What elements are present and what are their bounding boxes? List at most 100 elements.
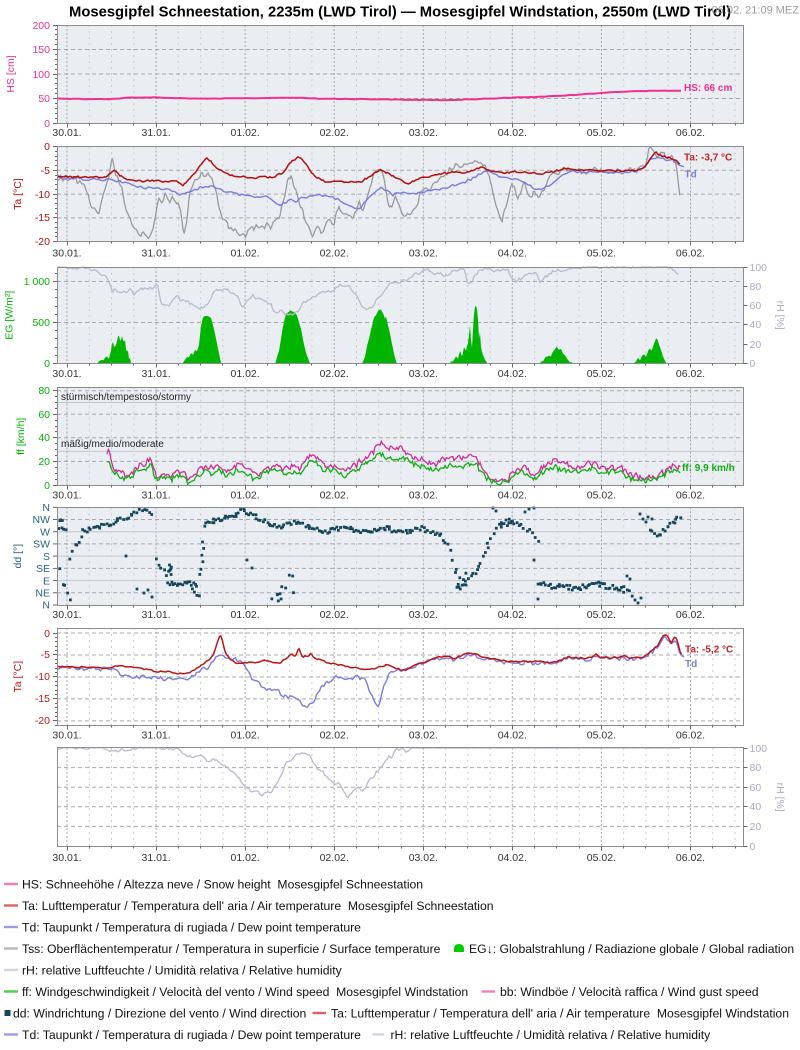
svg-text:31.01.: 31.01. <box>141 852 170 864</box>
svg-text:06.02.: 06.02. <box>676 248 705 260</box>
svg-text:0: 0 <box>44 628 50 640</box>
svg-text:Td: Taupunkt / Temperatura di: Td: Taupunkt / Temperatura di rugiada / … <box>22 920 361 934</box>
svg-text:05.02.: 05.02. <box>587 490 616 502</box>
svg-text:03.02.: 03.02. <box>409 490 438 502</box>
svg-text:-10: -10 <box>35 189 50 201</box>
svg-text:Ta: Lufttemperatur / Temperatu: Ta: Lufttemperatur / Temperatura dell' a… <box>22 899 494 913</box>
svg-text:30.01.: 30.01. <box>52 852 81 864</box>
svg-text:Ta: -3,7 °C: Ta: -3,7 °C <box>684 153 732 164</box>
svg-text:rH [%]: rH [%] <box>774 301 786 330</box>
svg-text:31.01.: 31.01. <box>141 127 170 139</box>
svg-text:rH: relative Luftfeuchte / Umi: rH: relative Luftfeuchte / Umidità relat… <box>391 1028 712 1042</box>
svg-text:0: 0 <box>44 141 50 153</box>
svg-text:200: 200 <box>32 20 50 32</box>
svg-text:rH [%]: rH [%] <box>774 783 786 812</box>
svg-text:W: W <box>40 526 50 538</box>
svg-text:HS: Schneehöhe / Altezza neve: HS: Schneehöhe / Altezza neve / Snow hei… <box>22 877 423 891</box>
svg-text:Td: Taupunkt / Temperatura di: Td: Taupunkt / Temperatura di rugiada / … <box>22 1028 361 1042</box>
svg-text:60: 60 <box>38 409 50 421</box>
svg-text:dd: Windrichtung / Direzione d: dd: Windrichtung / Direzione del vento /… <box>13 1006 306 1020</box>
svg-text:01.02.: 01.02. <box>230 852 259 864</box>
svg-text:05.02.: 05.02. <box>587 368 616 380</box>
svg-text:1 000: 1 000 <box>24 276 50 288</box>
svg-text:06.02.: 06.02. <box>676 852 705 864</box>
svg-text:01.02.: 01.02. <box>230 609 259 621</box>
svg-text:30.01.: 30.01. <box>52 490 81 502</box>
svg-text:06.02.: 06.02. <box>676 368 705 380</box>
svg-text:ff: 9,9 km/h: ff: 9,9 km/h <box>682 463 735 474</box>
svg-text:-20: -20 <box>35 236 50 248</box>
svg-text:04.02.: 04.02. <box>498 852 527 864</box>
svg-text:SE: SE <box>36 563 50 575</box>
svg-text:30.01.: 30.01. <box>52 609 81 621</box>
svg-text:40: 40 <box>750 319 762 331</box>
svg-text:01.02.: 01.02. <box>230 490 259 502</box>
svg-text:30.01.: 30.01. <box>52 368 81 380</box>
svg-text:EG [W/m²]: EG [W/m²] <box>4 291 16 340</box>
svg-text:20: 20 <box>38 456 50 468</box>
svg-text:E: E <box>43 575 50 587</box>
svg-text:02.02.: 02.02. <box>320 609 349 621</box>
svg-text:-5: -5 <box>41 165 50 177</box>
svg-text:50: 50 <box>38 93 50 105</box>
svg-text:01.02.: 01.02. <box>230 368 259 380</box>
svg-text:05.02.: 05.02. <box>587 609 616 621</box>
svg-text:03.02.: 03.02. <box>409 248 438 260</box>
svg-text:100: 100 <box>750 743 768 755</box>
svg-text:03.02.: 03.02. <box>409 609 438 621</box>
svg-text:Ta: -5,2 °C: Ta: -5,2 °C <box>685 645 733 656</box>
svg-text:bb: Windböe / Velocità raffica: bb: Windböe / Velocità raffica / Wind gu… <box>500 985 759 999</box>
svg-text:N: N <box>42 600 50 612</box>
svg-text:ff [km/h]: ff [km/h] <box>15 418 27 455</box>
svg-text:30.01.: 30.01. <box>52 730 81 742</box>
svg-text:Ta [°C]: Ta [°C] <box>12 661 24 693</box>
svg-text:02.02.: 02.02. <box>320 127 349 139</box>
svg-text:NW: NW <box>33 514 51 526</box>
svg-text:04.02.: 04.02. <box>498 127 527 139</box>
svg-text:02.02.: 02.02. <box>320 852 349 864</box>
svg-text:80: 80 <box>750 762 762 774</box>
svg-text:03.02.: 03.02. <box>409 127 438 139</box>
svg-text:dd [°]: dd [°] <box>12 544 24 569</box>
svg-text:02.02.: 02.02. <box>320 490 349 502</box>
svg-text:Td: Td <box>685 170 697 181</box>
svg-text:02.02.: 02.02. <box>320 730 349 742</box>
svg-text:03.02.: 03.02. <box>409 730 438 742</box>
svg-text:ff: Windgeschwindigkeit / Velo: ff: Windgeschwindigkeit / Velocità del v… <box>22 985 468 999</box>
svg-text:60: 60 <box>750 300 762 312</box>
svg-text:Tss: Oberflächentemperatur / T: Tss: Oberflächentemperatur / Temperatura… <box>22 942 441 956</box>
svg-text:HS [cm]: HS [cm] <box>5 55 17 92</box>
svg-text:-15: -15 <box>35 212 50 224</box>
svg-text:31.01.: 31.01. <box>141 609 170 621</box>
svg-text:01.02.: 01.02. <box>230 730 259 742</box>
svg-text:SW: SW <box>33 539 50 551</box>
svg-text:Ta [°C]: Ta [°C] <box>12 178 24 210</box>
svg-text:06.02.: 06.02. <box>676 127 705 139</box>
svg-text:02.02.: 02.02. <box>320 248 349 260</box>
svg-text:0: 0 <box>44 480 50 492</box>
svg-text:01.02.: 01.02. <box>230 127 259 139</box>
svg-text:20: 20 <box>750 339 762 351</box>
svg-text:100: 100 <box>32 69 50 81</box>
svg-text:03.02.: 03.02. <box>409 852 438 864</box>
svg-text:31.01.: 31.01. <box>141 490 170 502</box>
svg-text:80: 80 <box>38 385 50 397</box>
svg-text:S: S <box>43 551 50 563</box>
svg-text:500: 500 <box>32 317 50 329</box>
svg-text:20: 20 <box>750 821 762 833</box>
svg-text:31.01.: 31.01. <box>141 368 170 380</box>
svg-text:05.02.: 05.02. <box>587 127 616 139</box>
svg-text:EG↓: Globalstrahlung / Radiazi: EG↓: Globalstrahlung / Radiazione global… <box>469 942 794 956</box>
svg-text:03.02.: 03.02. <box>409 368 438 380</box>
svg-text:mäßig/medio/moderate: mäßig/medio/moderate <box>61 439 164 450</box>
svg-text:04.02.: 04.02. <box>498 248 527 260</box>
svg-text:06.02.: 06.02. <box>676 490 705 502</box>
svg-text:-20: -20 <box>35 715 50 727</box>
svg-text:rH: relative Luftfeuchte / Umi: rH: relative Luftfeuchte / Umidità relat… <box>22 963 343 977</box>
svg-text:05.02.: 05.02. <box>587 852 616 864</box>
svg-text:Mosesgipfel Schneestation, 223: Mosesgipfel Schneestation, 2235m (LWD Ti… <box>69 5 731 21</box>
svg-text:HS: 66 cm: HS: 66 cm <box>684 83 732 94</box>
svg-text:Td: Td <box>685 659 697 670</box>
svg-text:06.02. 21:09 MEZ: 06.02. 21:09 MEZ <box>712 5 800 17</box>
svg-text:stürmisch/tempestoso/stormy: stürmisch/tempestoso/stormy <box>61 392 191 403</box>
